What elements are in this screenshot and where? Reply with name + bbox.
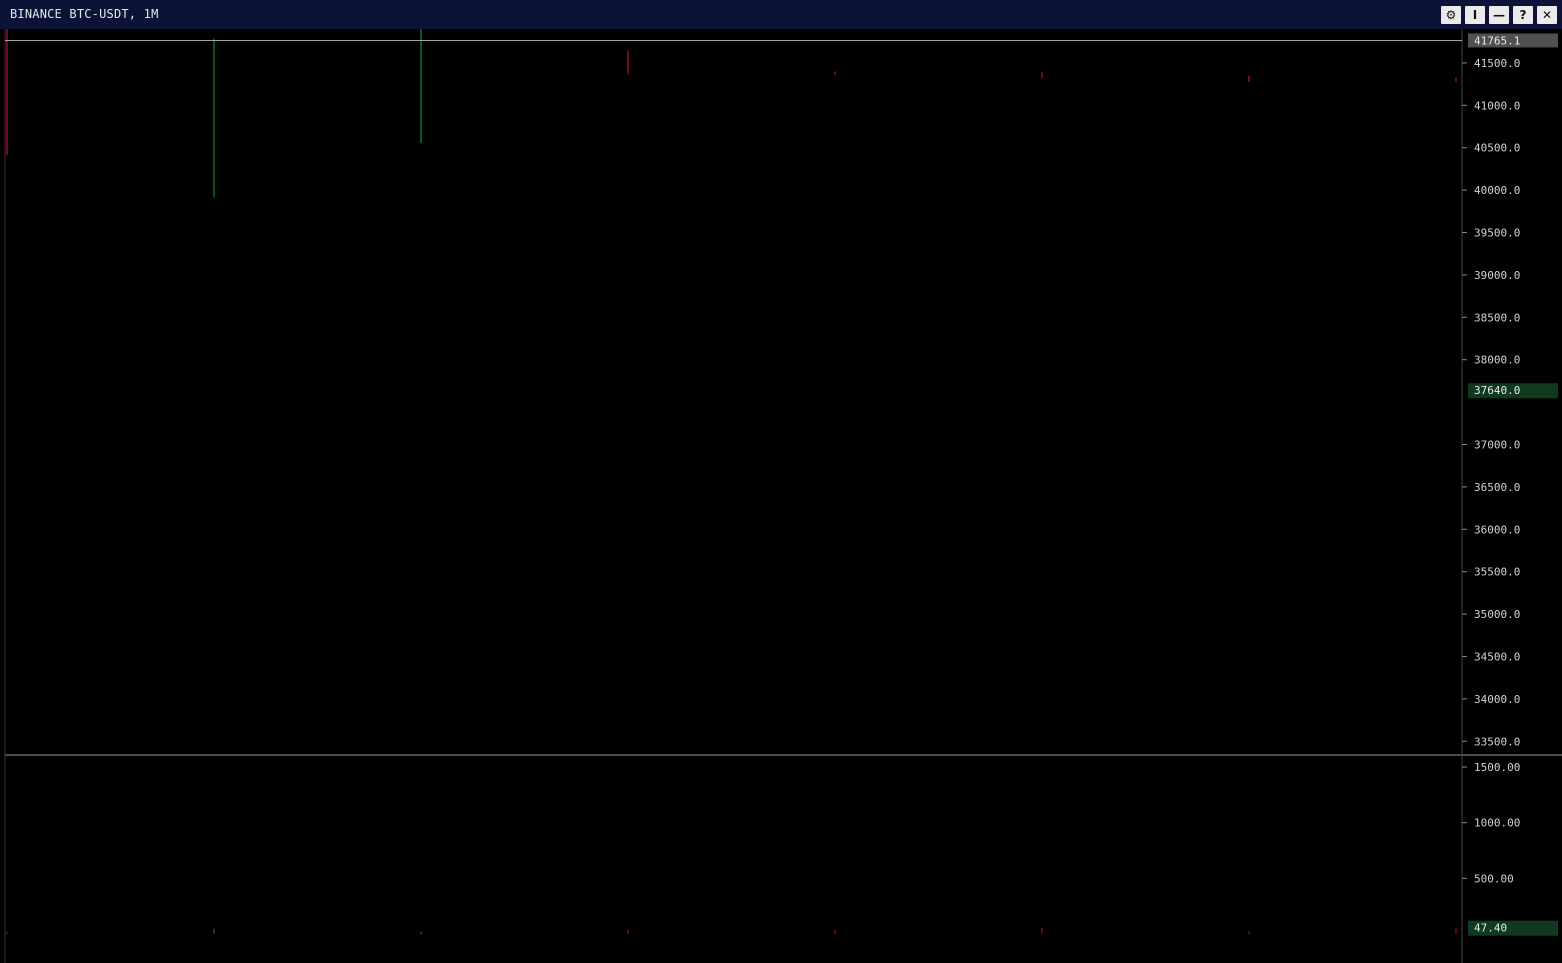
price-tick-label: 39500.0 [1474, 227, 1520, 240]
price-tick-label: 36500.0 [1474, 481, 1520, 494]
candle-body [834, 74, 836, 76]
high-price-tag [1468, 33, 1558, 48]
help-button[interactable]: ? [1513, 6, 1533, 24]
price-tick-label: 38000.0 [1474, 354, 1520, 367]
chart-overlays: 41765.1 41500.0 41000.0 40500.0 40000.0 39500… [4, 29, 1562, 963]
price-tick-label: 35000.0 [1474, 608, 1520, 621]
title-bar: BINANCE BTC-USDT, 1M ⚙ I — ? ✕ [0, 0, 1562, 29]
price-candles [6, 29, 1457, 198]
volume-bars [6, 927, 1457, 934]
candle-body [1041, 74, 1043, 77]
volume-tick-label: 1000.00 [1474, 817, 1520, 830]
candle-body [420, 52, 422, 69]
price-tick-label: 37000.0 [1474, 438, 1520, 451]
minimize-button[interactable]: — [1489, 6, 1509, 24]
candlestick-chart[interactable]: 41765.1 41500.0 41000.0 40500.0 40000.0 39500… [0, 29, 1562, 963]
volume-bar [6, 931, 8, 934]
price-tick-label: 34500.0 [1474, 650, 1520, 663]
close-button[interactable]: ✕ [1537, 6, 1557, 24]
cursor-button[interactable]: I [1465, 6, 1485, 24]
volume-bar [213, 928, 215, 934]
volume-bar [420, 931, 422, 934]
high-price-label: 41765.1 [1474, 34, 1520, 47]
price-tick-label: 40500.0 [1474, 142, 1520, 155]
price-tick-label: 41500.0 [1474, 57, 1520, 70]
volume-bar [627, 928, 629, 934]
candle-body [627, 52, 629, 75]
volume-tick-label: 500.00 [1474, 872, 1514, 885]
text-cursor-icon: I [1472, 8, 1478, 22]
price-tick-label: 35500.0 [1474, 566, 1520, 579]
minimize-icon: — [1493, 8, 1505, 22]
price-tick-label: 34000.0 [1474, 693, 1520, 706]
volume-bar [1248, 930, 1250, 934]
price-tick-label: 36000.0 [1474, 523, 1520, 536]
last-volume-label: 47.40 [1474, 922, 1507, 935]
price-tick-label: 33500.0 [1474, 735, 1520, 748]
chart-title: BINANCE BTC-USDT, 1M [10, 7, 159, 21]
candle-body [213, 68, 215, 129]
last-price-label: 37640.0 [1474, 384, 1520, 397]
candle-body [6, 71, 8, 129]
volume-tick-label: 1500.00 [1474, 761, 1520, 774]
help-icon: ? [1519, 8, 1527, 22]
gear-icon: ⚙ [1445, 8, 1457, 22]
volume-bar [1041, 927, 1043, 934]
candle-body [1248, 76, 1250, 80]
price-tick-label: 40000.0 [1474, 184, 1520, 197]
volume-bar [1455, 927, 1457, 934]
close-icon: ✕ [1541, 8, 1553, 22]
last-volume-tag [1468, 920, 1558, 936]
last-price-tag [1468, 383, 1558, 399]
price-tick-label: 41000.0 [1474, 99, 1520, 112]
volume-bar [834, 929, 836, 934]
price-tick-label: 38500.0 [1474, 311, 1520, 324]
candle-body [1455, 79, 1457, 81]
settings-button[interactable]: ⚙ [1441, 6, 1461, 24]
price-tick-label: 39000.0 [1474, 269, 1520, 282]
